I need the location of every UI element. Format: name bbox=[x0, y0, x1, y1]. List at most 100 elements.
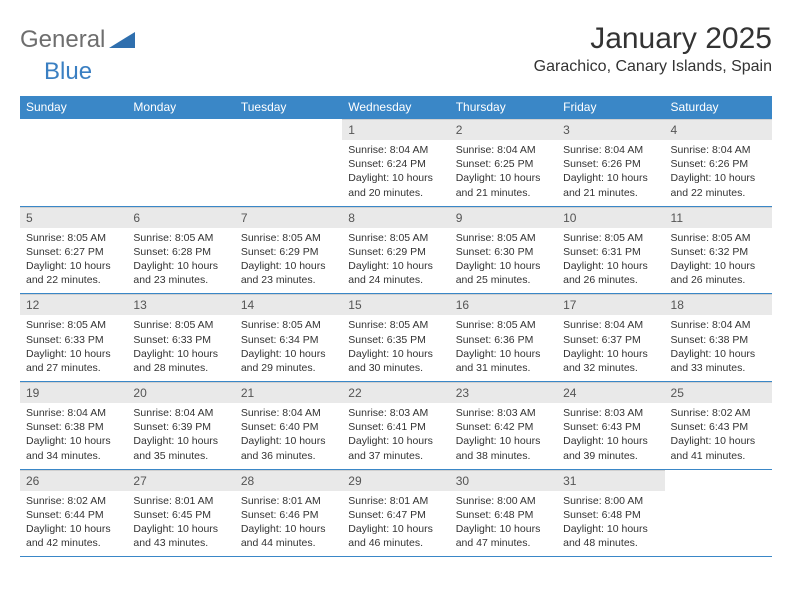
day-cell: 15Sunrise: 8:05 AMSunset: 6:35 PMDayligh… bbox=[342, 294, 449, 382]
dow-tuesday: Tuesday bbox=[235, 96, 342, 119]
day-detail-line: Sunset: 6:48 PM bbox=[456, 508, 551, 522]
day-detail-line: and 44 minutes. bbox=[241, 536, 336, 550]
day-detail-line: Sunset: 6:38 PM bbox=[671, 333, 766, 347]
day-cell: 29Sunrise: 8:01 AMSunset: 6:47 PMDayligh… bbox=[342, 469, 449, 556]
day-detail-line: Daylight: 10 hours bbox=[241, 522, 336, 536]
day-number: 22 bbox=[342, 382, 449, 403]
day-detail-line: Daylight: 10 hours bbox=[348, 522, 443, 536]
day-number: 29 bbox=[342, 470, 449, 491]
day-details: Sunrise: 8:05 AMSunset: 6:29 PMDaylight:… bbox=[235, 228, 342, 294]
day-detail-line: Sunrise: 8:05 AM bbox=[133, 318, 228, 332]
day-details: Sunrise: 8:04 AMSunset: 6:38 PMDaylight:… bbox=[665, 315, 772, 381]
day-detail-line: and 43 minutes. bbox=[133, 536, 228, 550]
day-detail-line: and 23 minutes. bbox=[133, 273, 228, 287]
day-detail-line: Sunset: 6:33 PM bbox=[26, 333, 121, 347]
brand-triangle-icon bbox=[109, 30, 135, 50]
day-detail-line: Sunset: 6:35 PM bbox=[348, 333, 443, 347]
day-detail-line: and 48 minutes. bbox=[563, 536, 658, 550]
day-details: Sunrise: 8:05 AMSunset: 6:33 PMDaylight:… bbox=[127, 315, 234, 381]
day-number: 23 bbox=[450, 382, 557, 403]
day-detail-line: Sunrise: 8:04 AM bbox=[241, 406, 336, 420]
day-detail-line: Sunset: 6:29 PM bbox=[241, 245, 336, 259]
day-number: 16 bbox=[450, 294, 557, 315]
day-detail-line: Daylight: 10 hours bbox=[563, 347, 658, 361]
day-detail-line: and 41 minutes. bbox=[671, 449, 766, 463]
brand-word-blue: Blue bbox=[44, 58, 92, 85]
day-detail-line: and 25 minutes. bbox=[456, 273, 551, 287]
day-detail-line: and 26 minutes. bbox=[563, 273, 658, 287]
day-cell bbox=[665, 469, 772, 556]
day-number: 28 bbox=[235, 470, 342, 491]
day-detail-line: Sunset: 6:46 PM bbox=[241, 508, 336, 522]
day-detail-line: Daylight: 10 hours bbox=[348, 171, 443, 185]
day-details: Sunrise: 8:04 AMSunset: 6:26 PMDaylight:… bbox=[557, 140, 664, 206]
day-cell bbox=[235, 119, 342, 207]
day-number: 11 bbox=[665, 207, 772, 228]
day-cell: 26Sunrise: 8:02 AMSunset: 6:44 PMDayligh… bbox=[20, 469, 127, 556]
day-details: Sunrise: 8:04 AMSunset: 6:26 PMDaylight:… bbox=[665, 140, 772, 206]
day-detail-line: Daylight: 10 hours bbox=[348, 259, 443, 273]
day-details: Sunrise: 8:05 AMSunset: 6:27 PMDaylight:… bbox=[20, 228, 127, 294]
day-cell: 5Sunrise: 8:05 AMSunset: 6:27 PMDaylight… bbox=[20, 206, 127, 294]
day-number: 14 bbox=[235, 294, 342, 315]
day-details: Sunrise: 8:05 AMSunset: 6:29 PMDaylight:… bbox=[342, 228, 449, 294]
day-detail-line: Daylight: 10 hours bbox=[671, 259, 766, 273]
day-cell: 7Sunrise: 8:05 AMSunset: 6:29 PMDaylight… bbox=[235, 206, 342, 294]
day-detail-line: Sunrise: 8:04 AM bbox=[133, 406, 228, 420]
day-detail-line: Sunset: 6:28 PM bbox=[133, 245, 228, 259]
day-number: 21 bbox=[235, 382, 342, 403]
day-number: 15 bbox=[342, 294, 449, 315]
day-number: 17 bbox=[557, 294, 664, 315]
day-detail-line: Sunset: 6:30 PM bbox=[456, 245, 551, 259]
day-details: Sunrise: 8:03 AMSunset: 6:42 PMDaylight:… bbox=[450, 403, 557, 469]
day-detail-line: Sunrise: 8:05 AM bbox=[456, 318, 551, 332]
day-detail-line: and 47 minutes. bbox=[456, 536, 551, 550]
day-detail-line: Sunset: 6:40 PM bbox=[241, 420, 336, 434]
day-number: 10 bbox=[557, 207, 664, 228]
day-detail-line: Sunrise: 8:04 AM bbox=[348, 143, 443, 157]
day-detail-line: Sunrise: 8:01 AM bbox=[133, 494, 228, 508]
day-detail-line: and 22 minutes. bbox=[671, 186, 766, 200]
calendar-week-row: 12Sunrise: 8:05 AMSunset: 6:33 PMDayligh… bbox=[20, 294, 772, 382]
day-detail-line: Sunset: 6:44 PM bbox=[26, 508, 121, 522]
calendar-table: Sunday Monday Tuesday Wednesday Thursday… bbox=[20, 96, 772, 556]
day-cell: 12Sunrise: 8:05 AMSunset: 6:33 PMDayligh… bbox=[20, 294, 127, 382]
day-number: 20 bbox=[127, 382, 234, 403]
day-detail-line: Sunrise: 8:05 AM bbox=[563, 231, 658, 245]
day-details: Sunrise: 8:01 AMSunset: 6:46 PMDaylight:… bbox=[235, 491, 342, 557]
day-cell: 30Sunrise: 8:00 AMSunset: 6:48 PMDayligh… bbox=[450, 469, 557, 556]
day-details: Sunrise: 8:05 AMSunset: 6:33 PMDaylight:… bbox=[20, 315, 127, 381]
day-detail-line: Sunrise: 8:03 AM bbox=[456, 406, 551, 420]
day-number: 18 bbox=[665, 294, 772, 315]
day-detail-line: and 33 minutes. bbox=[671, 361, 766, 375]
day-detail-line: and 34 minutes. bbox=[26, 449, 121, 463]
calendar-week-row: 5Sunrise: 8:05 AMSunset: 6:27 PMDaylight… bbox=[20, 206, 772, 294]
day-details: Sunrise: 8:04 AMSunset: 6:38 PMDaylight:… bbox=[20, 403, 127, 469]
brand-logo: General bbox=[20, 26, 137, 54]
dow-wednesday: Wednesday bbox=[342, 96, 449, 119]
day-detail-line: and 23 minutes. bbox=[241, 273, 336, 287]
day-details: Sunrise: 8:03 AMSunset: 6:41 PMDaylight:… bbox=[342, 403, 449, 469]
day-detail-line: Daylight: 10 hours bbox=[456, 434, 551, 448]
day-detail-line: Daylight: 10 hours bbox=[241, 434, 336, 448]
day-details: Sunrise: 8:02 AMSunset: 6:44 PMDaylight:… bbox=[20, 491, 127, 557]
day-detail-line: Daylight: 10 hours bbox=[133, 522, 228, 536]
brand-word-general: General bbox=[20, 26, 105, 54]
day-detail-line: Sunset: 6:43 PM bbox=[563, 420, 658, 434]
day-cell: 18Sunrise: 8:04 AMSunset: 6:38 PMDayligh… bbox=[665, 294, 772, 382]
day-detail-line: Sunrise: 8:04 AM bbox=[456, 143, 551, 157]
day-detail-line: Daylight: 10 hours bbox=[26, 522, 121, 536]
day-detail-line: Sunset: 6:45 PM bbox=[133, 508, 228, 522]
day-number: 2 bbox=[450, 119, 557, 140]
day-cell: 1Sunrise: 8:04 AMSunset: 6:24 PMDaylight… bbox=[342, 119, 449, 207]
day-detail-line: Sunrise: 8:04 AM bbox=[26, 406, 121, 420]
day-detail-line: Sunset: 6:37 PM bbox=[563, 333, 658, 347]
day-detail-line: and 28 minutes. bbox=[133, 361, 228, 375]
day-number: 13 bbox=[127, 294, 234, 315]
day-detail-line: Sunrise: 8:05 AM bbox=[456, 231, 551, 245]
brand-word-blue-wrap: Blue bbox=[44, 58, 792, 86]
day-detail-line: Sunset: 6:32 PM bbox=[671, 245, 766, 259]
day-detail-line: Sunset: 6:48 PM bbox=[563, 508, 658, 522]
day-detail-line: and 46 minutes. bbox=[348, 536, 443, 550]
day-detail-line: Sunset: 6:47 PM bbox=[348, 508, 443, 522]
